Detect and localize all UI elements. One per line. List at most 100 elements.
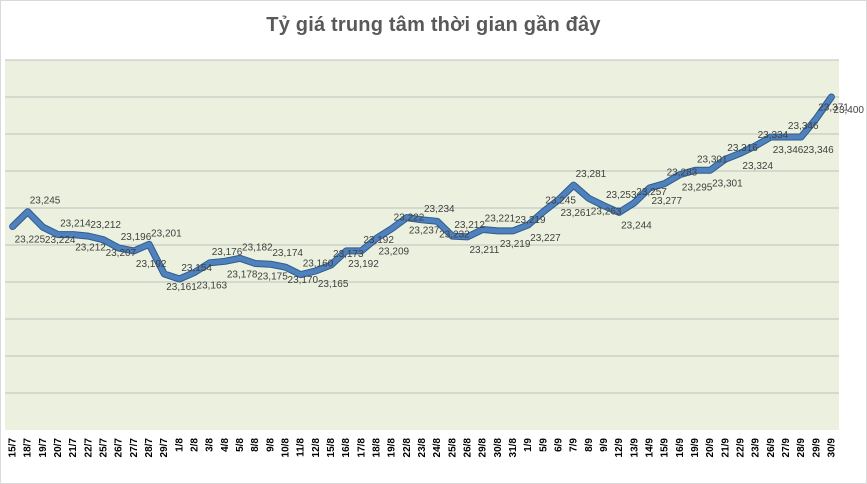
data-label: 23,263	[591, 206, 622, 217]
data-label: 23,192	[136, 259, 167, 270]
x-tick-label: 17/8	[356, 438, 367, 458]
data-label: 23,237	[409, 226, 440, 237]
data-label: 23,182	[242, 242, 273, 253]
data-point	[176, 276, 182, 282]
data-label: 23,346	[773, 145, 804, 156]
data-label: 23,295	[682, 183, 713, 194]
x-tick-label: 19/8	[387, 438, 398, 458]
data-point	[252, 261, 258, 266]
x-tick-label: 5/9	[538, 438, 549, 452]
x-tick-label: 28/9	[796, 438, 807, 458]
data-point	[586, 195, 592, 201]
data-label: 23,346	[788, 121, 819, 132]
x-tick-label: 11/8	[296, 438, 307, 457]
data-label: 23,277	[651, 196, 682, 207]
x-tick-label: 21/9	[720, 438, 731, 458]
x-tick-label: 31/8	[508, 438, 519, 458]
data-label: 23,224	[45, 235, 76, 246]
x-tick-label: 6/9	[553, 438, 564, 452]
x-tick-label: 2/8	[190, 438, 201, 452]
x-tick-label: 9/8	[265, 438, 276, 452]
x-tick-label: 30/9	[826, 438, 837, 458]
x-tick-label: 19/7	[38, 438, 49, 458]
x-tick-label: 1/8	[174, 438, 185, 452]
data-point	[70, 232, 76, 238]
gridlines	[5, 59, 839, 394]
data-point	[328, 262, 334, 268]
data-label: 23,253	[606, 190, 637, 201]
data-point	[358, 248, 364, 254]
data-point	[631, 200, 637, 206]
data-label: 23,219	[500, 239, 531, 250]
x-axis-tick-labels: 15/7 18/7 19/7 20/7 21/7 22/7 25/7 26/7 27/7 28/7…	[8, 438, 838, 458]
data-point	[464, 234, 470, 240]
data-point	[722, 156, 728, 162]
x-tick-label: 8/9	[584, 438, 595, 452]
x-tick-label: 29/7	[159, 438, 170, 458]
data-label: 23,170	[288, 275, 319, 286]
data-point	[677, 172, 683, 178]
data-point	[267, 261, 273, 267]
data-point	[40, 224, 46, 230]
x-tick-label: 30/8	[493, 438, 504, 458]
data-label: 23,175	[257, 272, 288, 283]
x-tick-label: 22/8	[402, 438, 413, 458]
data-point	[131, 248, 137, 254]
x-tick-label: 10/8	[281, 438, 292, 458]
x-tick-label: 23/9	[751, 438, 762, 458]
data-point	[389, 226, 395, 232]
data-point	[662, 181, 668, 187]
data-label: 23,212	[454, 220, 485, 231]
data-point	[101, 237, 107, 243]
data-point	[616, 209, 622, 215]
data-point	[116, 245, 122, 251]
data-point	[753, 143, 759, 149]
x-tick-label: 7/9	[569, 438, 580, 452]
data-label: 23,173	[333, 249, 364, 260]
data-point	[449, 233, 455, 239]
data-point	[55, 232, 61, 238]
data-label: 23,316	[727, 143, 758, 154]
x-tick-label: 5/8	[235, 438, 246, 452]
x-tick-label: 16/9	[675, 438, 686, 458]
data-point	[374, 235, 380, 241]
data-point	[480, 226, 486, 232]
data-point	[85, 233, 91, 239]
data-point	[783, 134, 789, 140]
data-label: 23,245	[30, 196, 61, 207]
x-tick-label: 27/9	[781, 438, 792, 458]
data-label: 23,261	[560, 208, 591, 219]
x-tick-label: 12/9	[614, 438, 625, 458]
x-tick-label: 16/8	[341, 438, 352, 458]
data-point	[146, 241, 152, 247]
x-tick-label: 15/7	[8, 438, 19, 458]
x-tick-label: 19/9	[690, 438, 701, 458]
data-label: 23,196	[121, 232, 152, 243]
data-point	[419, 217, 425, 223]
x-tick-label: 3/8	[205, 438, 216, 452]
data-point	[707, 167, 713, 173]
data-label: 23,201	[151, 228, 182, 239]
x-tick-label: 22/7	[83, 438, 94, 458]
data-point	[555, 197, 561, 203]
data-label: 23,221	[485, 213, 516, 224]
x-tick-label: 25/7	[99, 438, 110, 458]
data-label: 23,192	[348, 259, 379, 270]
data-point	[540, 209, 546, 215]
data-label: 23,160	[303, 259, 334, 270]
x-tick-label: 24/8	[432, 438, 443, 458]
x-tick-label: 18/7	[23, 438, 34, 458]
data-label: 23,207	[106, 248, 137, 259]
data-label: 23,214	[60, 219, 91, 230]
data-point	[434, 218, 440, 224]
data-label: 23,257	[636, 187, 667, 198]
data-point	[601, 203, 607, 209]
data-point	[283, 264, 289, 270]
data-label: 23,227	[530, 233, 561, 244]
data-label: 23,244	[621, 220, 652, 231]
x-tick-label: 22/9	[735, 438, 746, 458]
data-point	[192, 269, 198, 275]
data-label: 23,400	[833, 105, 864, 116]
data-point	[207, 260, 213, 266]
